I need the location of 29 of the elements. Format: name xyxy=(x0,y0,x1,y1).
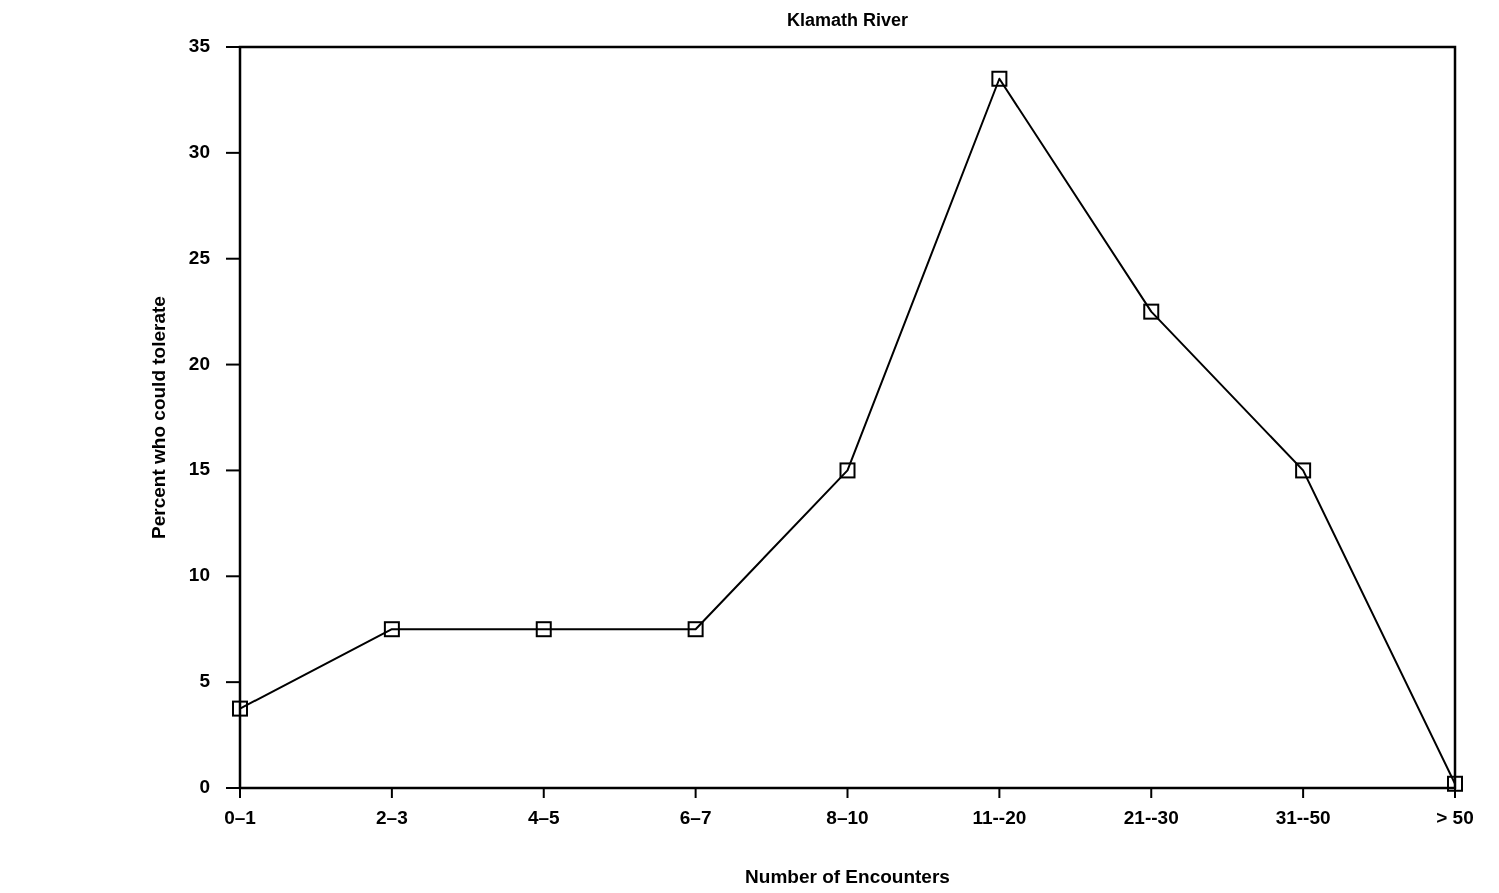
point xyxy=(232,700,248,717)
point xyxy=(1295,462,1312,479)
y-tick-label: 0 xyxy=(199,776,210,798)
y-tick-label: 35 xyxy=(188,35,211,57)
point xyxy=(991,70,1008,87)
y-tick-label: 20 xyxy=(188,352,210,374)
x-tick-label: 21--30 xyxy=(1123,807,1179,828)
y-axis-title: Percent who could tolerate xyxy=(148,296,169,539)
point xyxy=(1143,303,1160,320)
point xyxy=(535,621,552,638)
x-tick-label: 31--50 xyxy=(1275,807,1331,828)
point xyxy=(839,462,856,479)
x-tick-label: > 50 xyxy=(1436,807,1474,828)
y-tick-label: 30 xyxy=(188,140,210,162)
y-tick-label: 10 xyxy=(188,564,210,586)
y-tick-label: 15 xyxy=(188,458,211,480)
x-tick-label: 2–3 xyxy=(376,807,408,828)
x-tick-label: 8–10 xyxy=(826,807,869,828)
point xyxy=(687,621,704,638)
x-tick-label: 0–1 xyxy=(224,807,257,828)
x-tick-label: 6–7 xyxy=(679,807,712,828)
y-tick-label: 25 xyxy=(188,246,211,268)
x-tick-label: 4–5 xyxy=(527,807,561,828)
x-axis-title: Number of Encounters xyxy=(745,866,950,887)
point xyxy=(383,621,400,638)
y-tick-label: 5 xyxy=(199,670,211,692)
x-tick-label: 11--20 xyxy=(972,807,1027,828)
point xyxy=(1447,775,1463,792)
chart-title: Klamath River xyxy=(786,10,909,30)
